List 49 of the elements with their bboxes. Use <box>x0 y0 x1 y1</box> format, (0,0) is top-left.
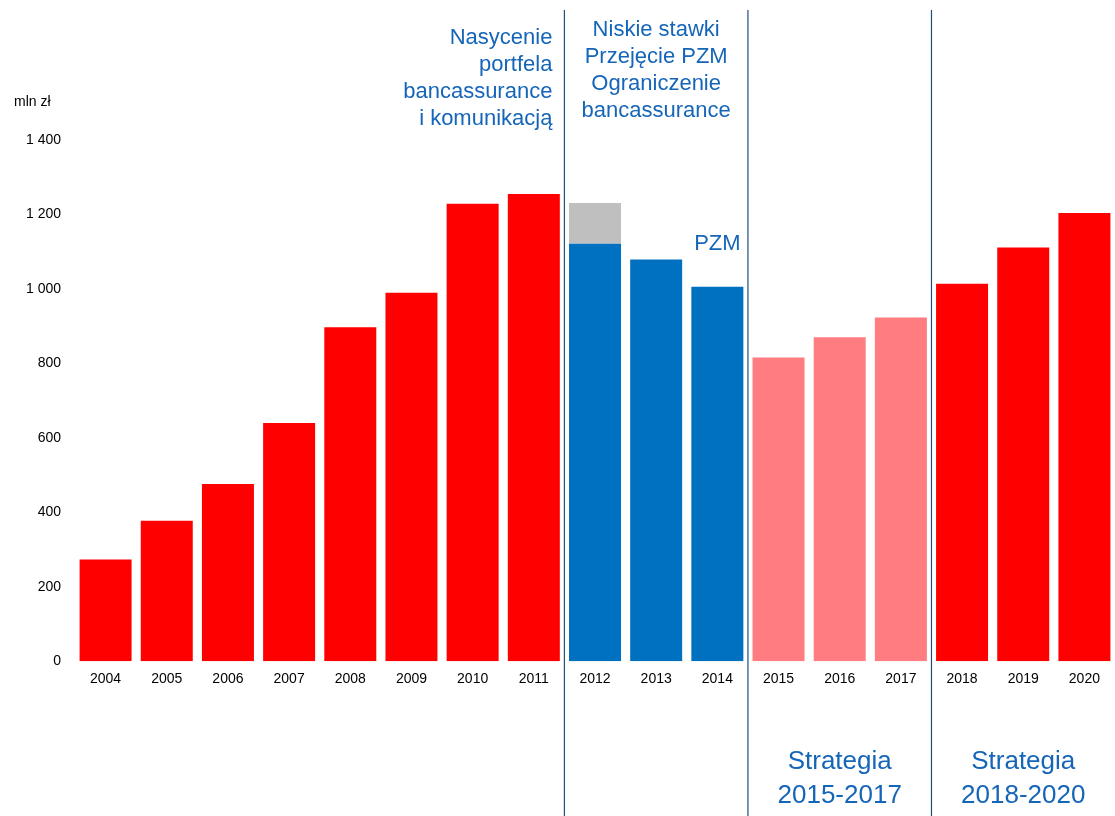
x-tick-label: 2008 <box>334 670 367 687</box>
bar <box>263 422 316 662</box>
y-tick-label: 0 <box>53 652 62 669</box>
y-tick-label: 800 <box>37 354 62 371</box>
text: Niskie stawki Przejęcie PZM Ograniczenie bancassurance <box>581 16 731 123</box>
bar <box>813 337 866 662</box>
y-tick-label: 1 000 <box>25 279 62 296</box>
y-tick-label: 600 <box>37 428 62 445</box>
y-tick-label: 1 400 <box>25 130 62 147</box>
x-tick-label: 2013 <box>640 670 672 687</box>
x-tick-label: 2018 <box>946 670 978 687</box>
bar <box>874 317 927 662</box>
x-tick-label: 2007 <box>273 670 305 687</box>
y-axis-title: mln zł <box>14 92 52 109</box>
x-tick-label: 2010 <box>457 670 489 687</box>
x-tick-label: 2017 <box>885 670 917 687</box>
x-tick-label: 2012 <box>579 670 611 687</box>
bar <box>752 357 805 662</box>
bar <box>446 203 499 662</box>
text: Strategia 2015-2017 <box>777 745 902 810</box>
x-tick-label: 2009 <box>395 670 428 687</box>
bar <box>507 193 560 662</box>
x-tick-label: 2016 <box>824 670 856 687</box>
bar <box>997 247 1050 662</box>
bar <box>569 202 621 244</box>
bar <box>324 327 377 662</box>
x-tick-label: 2006 <box>212 670 244 687</box>
text: Nasycenie portfela bancassurance i komunikacją <box>403 24 554 131</box>
annotation: PZM <box>694 230 741 256</box>
x-tick-label: 2005 <box>151 670 183 687</box>
bar <box>385 292 438 662</box>
y-tick-label: 200 <box>37 577 62 594</box>
x-tick-label: 2014 <box>701 670 734 687</box>
bar <box>201 483 254 662</box>
x-tick-label: 2020 <box>1068 670 1101 687</box>
bar <box>936 283 989 662</box>
bar <box>569 243 621 662</box>
x-tick-label: 2004 <box>90 670 122 687</box>
text: Strategia 2018-2020 <box>961 745 1086 810</box>
y-tick-label: 1 200 <box>25 205 62 222</box>
x-tick-label: 2015 <box>762 670 795 687</box>
bar <box>79 559 132 662</box>
bar <box>1058 212 1111 662</box>
bar <box>691 286 744 662</box>
bar <box>140 520 193 662</box>
x-tick-label: 2011 <box>518 670 550 687</box>
bar <box>630 259 683 662</box>
y-tick-label: 400 <box>37 503 62 520</box>
x-tick-label: 2019 <box>1007 670 1040 687</box>
